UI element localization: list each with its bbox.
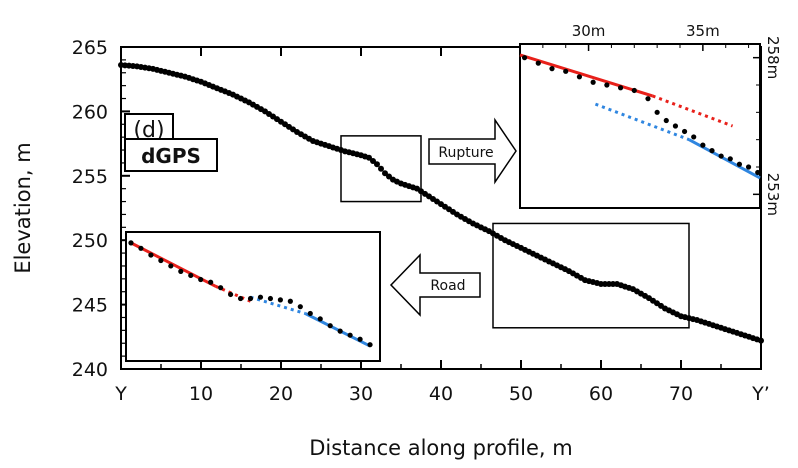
x-tick-label: 70 [669, 383, 693, 405]
rupture-inset-points [521, 55, 761, 176]
highlight-boxes [340, 135, 690, 329]
rupture-arrow-label: Rupture [438, 145, 493, 161]
inset-point [521, 55, 528, 61]
method-label-box [124, 138, 218, 172]
inset-point [663, 117, 669, 124]
y-axis-ticks: 240 245 250 255 260 265 [72, 37, 130, 381]
inset-point [188, 272, 194, 279]
road-box [492, 222, 690, 329]
y-tick-label: 240 [72, 359, 108, 381]
inset-right-tick-label: 258m [764, 36, 782, 79]
x-tick-label: 50 [509, 383, 533, 405]
profile-point [386, 173, 392, 180]
inset-point [237, 295, 244, 302]
inset-point [128, 240, 134, 246]
inset-point [337, 328, 343, 334]
inset-point [158, 257, 164, 264]
x-tick-label: 60 [589, 383, 613, 405]
inset-point [307, 310, 313, 317]
inset-point [700, 142, 706, 148]
road-inset [125, 231, 381, 362]
inset-point [576, 74, 583, 80]
inset-point [727, 156, 733, 162]
rupture-box [340, 135, 422, 203]
inset-point [218, 285, 224, 291]
inset-point [148, 252, 154, 258]
y-axis-title: Elevation, m [11, 142, 35, 273]
inset-point [267, 295, 274, 302]
inset-point [178, 268, 184, 274]
profile-point [378, 165, 384, 172]
inset-point [755, 169, 761, 176]
x-axis-title: Distance along profile, m [309, 436, 573, 460]
fit-line [652, 94, 734, 128]
road-inset-points [128, 240, 373, 348]
inset-point [287, 298, 293, 304]
inset-point [709, 148, 715, 154]
inset-point [672, 123, 679, 129]
inset-point [347, 332, 353, 338]
x-tick-label: Y’ [751, 383, 770, 405]
road-arrow: Road [389, 253, 481, 317]
inset-point [168, 263, 174, 269]
inset-point [357, 336, 363, 342]
road-arrow-label: Road [430, 278, 465, 294]
inset-point [277, 297, 283, 303]
inset-point [590, 79, 596, 85]
inset-point [257, 294, 264, 300]
fit-line [250, 295, 306, 315]
inset-point [535, 60, 541, 66]
inset-point [631, 87, 637, 94]
x-tick-label: 40 [429, 383, 453, 405]
x-tick-label: 10 [189, 383, 213, 405]
inset-point [563, 68, 569, 74]
inset-point [208, 279, 214, 285]
x-tick-label: 20 [269, 383, 293, 405]
inset-point [691, 134, 697, 140]
inset-point [681, 128, 688, 135]
inset-point [247, 295, 254, 302]
fit-line [519, 53, 654, 98]
inset-point [367, 342, 373, 348]
method-label: dGPS [141, 144, 201, 168]
inset-point [198, 276, 204, 283]
x-tick-label: 30 [349, 383, 373, 405]
fit-line [594, 102, 690, 142]
inset-point [549, 66, 555, 72]
rupture-arrow: Rupture [428, 117, 517, 185]
inset-point [736, 161, 743, 167]
y-tick-label: 265 [72, 37, 108, 59]
inset-point [745, 164, 752, 170]
inset-point [327, 323, 333, 329]
inset-point [645, 96, 651, 102]
inset-point [718, 153, 724, 159]
profile-points [118, 62, 764, 344]
inset-point [654, 109, 660, 115]
inset-right-tick-label: 253m [764, 173, 782, 216]
profile-point [370, 157, 376, 164]
inset-point [297, 304, 303, 310]
inset-top-tick-label: 30m [572, 22, 606, 40]
rupture-inset-frame [519, 43, 761, 209]
profile-point [758, 337, 764, 344]
rupture-inset-ticks: 30m 35m 258m 253m [542, 22, 782, 216]
inset-point [317, 316, 323, 322]
profile-point [374, 161, 380, 168]
rupture-inset: 30m 35m 258m 253m [519, 22, 782, 216]
inset-point [604, 82, 610, 88]
profile-point [382, 170, 388, 177]
inset-point [138, 245, 144, 251]
y-tick-label: 260 [72, 101, 108, 123]
x-tick-label: Y [114, 383, 127, 405]
profile-point [366, 154, 372, 161]
y-tick-label: 245 [72, 295, 108, 317]
y-tick-label: 255 [72, 166, 108, 188]
inset-point [227, 291, 234, 298]
inset-top-tick-label: 35m [686, 22, 720, 40]
y-tick-label: 250 [72, 230, 108, 252]
inset-point [617, 85, 624, 91]
